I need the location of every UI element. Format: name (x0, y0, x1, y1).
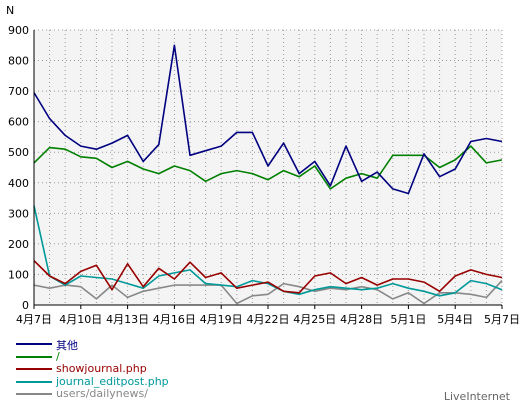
y-tick-label: 200 (8, 238, 29, 251)
legend-swatch (16, 355, 52, 358)
legend-label: / (56, 349, 60, 363)
x-tick-label: 5月1日 (390, 313, 426, 326)
plot-area (34, 30, 502, 305)
x-tick-label: 4月16日 (153, 313, 196, 326)
y-tick-label: 400 (8, 177, 29, 190)
x-tick-label: 4月19日 (200, 313, 243, 326)
y-axis-label: N (6, 4, 14, 17)
axes: 0 100 200 300 400 500 600 700 800 900 4月7日 4月10日 4月1… (8, 24, 520, 326)
legend-swatch (16, 343, 52, 345)
x-tick-label: 4月28日 (340, 313, 383, 326)
legend-swatch (16, 393, 52, 395)
legend-swatch (16, 368, 52, 370)
legend-label: 其他 (56, 339, 78, 352)
y-tick-label: 500 (8, 146, 29, 159)
x-tick-label: 4月13日 (106, 313, 149, 326)
y-tick-label: 0 (22, 299, 29, 312)
y-tick-label: 300 (8, 207, 29, 220)
plot-background (34, 30, 502, 305)
legend-swatch (16, 380, 52, 383)
y-tick-label: 600 (8, 116, 29, 129)
series-line (33, 280, 503, 305)
legend-label: journal_editpost.php (56, 374, 169, 388)
x-tick-label: 5月4日 (437, 313, 473, 326)
legend-label: showjournal.php (56, 362, 147, 375)
y-tick-label: 800 (8, 55, 29, 68)
x-tick-label: 4月22日 (247, 313, 290, 326)
branding-label: LiveInternet (443, 390, 510, 403)
x-tick-label: 4月10日 (59, 313, 102, 326)
x-tick-label: 4月7日 (16, 313, 52, 326)
legend-label: users/dailynews/ (56, 387, 148, 400)
y-tick-label: 700 (8, 85, 29, 98)
series-line (33, 44, 503, 195)
x-tick-label: 4月25日 (293, 313, 336, 326)
series-line (33, 205, 503, 297)
series-lines (33, 44, 503, 305)
y-tick-label: 100 (8, 268, 29, 281)
series-line (33, 260, 503, 294)
x-tick-label: 5月7日 (484, 313, 520, 326)
y-tick-label: 900 (8, 24, 29, 37)
